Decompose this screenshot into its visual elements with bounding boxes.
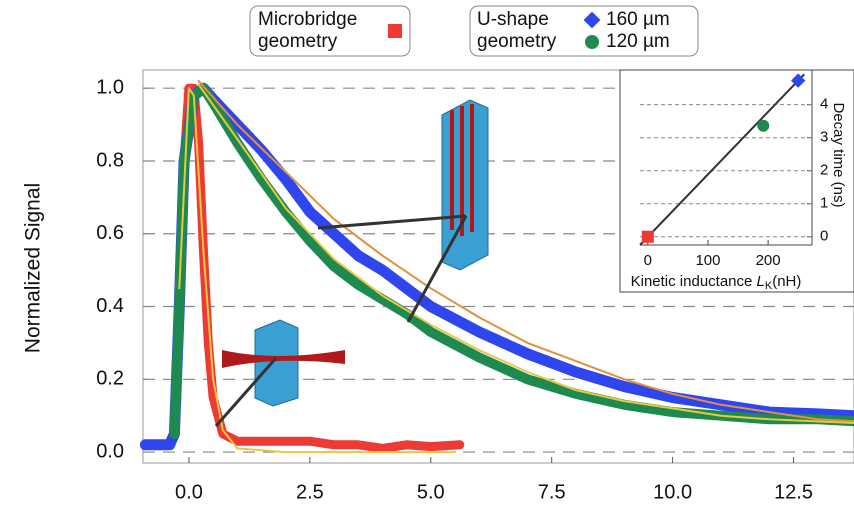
y-axis-label: Normalized Signal [22, 183, 45, 353]
u-shape-wire [450, 104, 474, 236]
inset-x-label: Kinetic inductance LK(nH) [631, 273, 802, 292]
x-tick-label: 7.5 [538, 481, 566, 503]
microbridge-block [254, 319, 299, 407]
marker [585, 35, 599, 49]
legend-group-label: geometry [477, 31, 557, 52]
data-line [178, 87, 456, 454]
legend-box [469, 5, 699, 57]
y-tick-label: 0.4 [96, 295, 124, 317]
legend-box [249, 5, 411, 57]
marker [757, 119, 770, 132]
x-tick-label: 2.5 [296, 481, 324, 503]
legend-label: 160 µm [606, 9, 670, 30]
inset-y-tick-label: 2 [820, 162, 828, 179]
connector [214, 214, 468, 427]
y-tick-label: 0.6 [96, 222, 124, 244]
legend-label: Microbridge [258, 9, 357, 30]
inset-x-tick-label: 100 [695, 252, 720, 269]
x-tick-label: 5.0 [417, 481, 445, 503]
inset-x-tick-label: 200 [756, 252, 781, 269]
legend-label: geometry [258, 31, 338, 52]
x-tick-label: 12.5 [774, 481, 813, 503]
marker [583, 11, 601, 29]
inset-y-tick-label: 1 [820, 195, 828, 212]
data-line [197, 79, 854, 423]
illustrations [214, 99, 489, 427]
y-tick-label: 0.8 [96, 149, 124, 171]
inset-y-tick-label: 0 [820, 228, 828, 245]
x-tick-label: 10.0 [653, 481, 692, 503]
y-tick-label: 1.0 [96, 76, 124, 98]
y-tick-label: 0.0 [96, 440, 124, 462]
legend-label: 120 µm [606, 31, 670, 52]
main-plot: 0.0 0.2 0.4 0.6 0.8 1.0 0.0 2.5 5.0 7.5 10.0 12.5 [96, 76, 854, 503]
marker [641, 230, 654, 243]
inset-x-label-symbol: L [757, 273, 765, 290]
inset-plot: 0 1 2 3 4 0 100 200 [639, 70, 828, 269]
inset-y-tick-label: 4 [820, 96, 828, 113]
inset-y-tick-label: 3 [820, 129, 828, 146]
inset-x-tick-label: 0 [644, 252, 652, 269]
inset-x-label-text: Kinetic inductance [631, 273, 757, 290]
marker [388, 24, 402, 38]
fit-line [639, 73, 805, 246]
inset-frame [619, 69, 854, 293]
data-line [140, 83, 465, 453]
data-line [197, 83, 854, 424]
microbridge-wire [222, 350, 345, 368]
y-tick-label: 0.2 [96, 368, 124, 390]
x-tick-label: 0.0 [175, 481, 203, 503]
inset-y-label: Decay time (ns) [830, 102, 847, 207]
legend-group-label: U-shape [477, 9, 549, 30]
plot-frame [142, 69, 854, 464]
marker [790, 73, 806, 88]
inset-x-label-sub: K [765, 280, 773, 292]
inset-x-label-unit: (nH) [772, 273, 801, 290]
